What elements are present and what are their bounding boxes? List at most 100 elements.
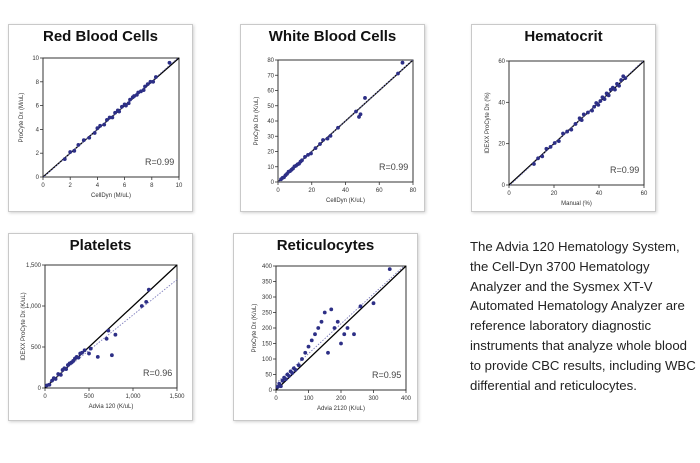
data-point: [283, 377, 288, 382]
data-point: [303, 155, 307, 159]
x-tick-label: 0: [274, 396, 278, 402]
data-point: [92, 131, 97, 135]
data-point: [139, 304, 144, 308]
x-tick-label: 10: [176, 183, 183, 189]
data-point: [296, 363, 301, 368]
data-point: [579, 118, 584, 123]
data-point: [148, 79, 153, 84]
data-point: [322, 310, 327, 315]
data-point: [544, 146, 549, 151]
data-point: [613, 87, 617, 92]
data-point: [72, 148, 77, 153]
data-point: [151, 79, 156, 84]
data-point: [102, 122, 107, 127]
y-axis-label: ProCyte Dx (K/uL): [254, 97, 260, 146]
scatter-plot-reticulocytes: 0 100 200 300 400 0 50 100 150 200 250 300 350 400 Adv…: [252, 264, 412, 412]
y-tick-label: 30: [267, 134, 274, 140]
data-point: [313, 146, 318, 151]
data-point: [617, 83, 621, 88]
y-tick-label: 150: [262, 342, 273, 348]
chart-title: Reticulocytes: [276, 237, 375, 254]
y-tick-label: 20: [498, 142, 505, 148]
scatter-plot-white-blood-cells: 0 20 40 60 80 0 10 20 30 40 50 60 70 80 CellDyn (K/uL)…: [254, 58, 417, 204]
y-tick-label: 500: [31, 345, 42, 351]
x-axis-label: Manual (%): [561, 201, 592, 207]
y-tick-label: 60: [498, 59, 505, 65]
y-tick-label: 1,000: [26, 304, 42, 310]
x-tick-label: 80: [410, 188, 417, 194]
y-axis-label: ProCyte Dx (M/uL): [19, 93, 25, 143]
data-point: [82, 348, 87, 353]
data-point: [124, 103, 128, 108]
data-point: [275, 385, 280, 389]
data-point: [358, 304, 363, 309]
x-axis-label: CellDyn (M/uL): [91, 193, 131, 199]
data-point: [117, 109, 122, 114]
data-point: [358, 112, 363, 117]
x-tick-label: 8: [150, 183, 154, 189]
x-tick-label: 0: [276, 188, 280, 194]
data-point: [396, 71, 400, 76]
data-point: [540, 154, 545, 159]
data-point: [352, 332, 356, 337]
scatter-plot-hematocrit: 0 20 40 60 0 20 40 60 Manual (%) IDEXX ProCyte Dx…: [485, 59, 648, 207]
y-tick-label: 0: [36, 175, 40, 181]
data-point: [303, 350, 308, 355]
data-point: [81, 138, 86, 143]
data-point: [76, 142, 81, 147]
data-point: [95, 126, 100, 131]
data-point: [143, 84, 147, 89]
chart-title: Hematocrit: [524, 28, 603, 45]
description-text: The Advia 120 Hematology System, the Cel…: [470, 239, 696, 393]
x-tick-label: 500: [84, 394, 95, 400]
data-point: [145, 82, 150, 87]
data-point: [316, 326, 321, 330]
data-point: [345, 326, 350, 330]
y-tick-label: 100: [262, 357, 273, 363]
y-tick-label: 0: [502, 183, 506, 189]
y-axis-label: IDEXX ProCyte Dx (K/uL): [21, 292, 27, 360]
chart-title: White Blood Cells: [268, 28, 397, 45]
data-point: [556, 139, 561, 144]
chart-panel-hematocrit: Hematocrit 0 20 40 60 0 20 40 60 Manual (%) IDEXX…: [471, 24, 656, 212]
y-tick-label: 40: [267, 119, 274, 125]
y-tick-label: 400: [262, 264, 273, 270]
data-point: [53, 377, 58, 381]
data-point: [306, 344, 311, 349]
data-point: [98, 123, 103, 128]
y-tick-label: 50: [265, 373, 272, 379]
data-point: [88, 346, 93, 351]
data-point: [573, 122, 578, 126]
data-point: [280, 378, 285, 383]
data-point: [104, 336, 109, 341]
y-tick-label: 60: [267, 89, 274, 95]
data-point: [565, 129, 570, 134]
data-point: [342, 332, 347, 337]
correlation-label: R=0.99: [145, 157, 174, 167]
data-point: [371, 301, 376, 306]
data-point: [339, 341, 343, 346]
data-point: [76, 355, 81, 360]
x-tick-label: 60: [641, 191, 648, 197]
data-point: [110, 115, 115, 120]
y-tick-label: 40: [498, 100, 505, 106]
chart-panel-platelets: Platelets 0 500 1,000 1,500 0 500 1,000 1,500 Ad…: [8, 233, 193, 421]
data-point: [278, 384, 283, 389]
x-tick-label: 1,000: [125, 394, 141, 400]
data-point: [306, 152, 310, 157]
correlation-label: R=0.99: [379, 162, 408, 172]
chart-panel-red-blood-cells: Red Blood Cells 0 2 4 6 8 10 0 2 4 6 8 10 CellDyn (M…: [8, 24, 193, 212]
data-point: [586, 110, 590, 115]
data-point: [106, 328, 111, 333]
data-point: [619, 78, 624, 82]
y-tick-label: 200: [262, 326, 273, 332]
x-tick-label: 6: [123, 183, 127, 189]
chart-panel-reticulocytes: Reticulocytes 0 100 200 300 400 0 50 100 150 200 2…: [233, 233, 418, 421]
data-point: [328, 134, 333, 138]
data-point: [105, 117, 109, 122]
x-tick-label: 40: [342, 188, 349, 194]
data-point: [332, 326, 337, 330]
x-axis-label: Advia 120 (K/uL): [89, 404, 134, 410]
data-point: [623, 76, 628, 81]
data-point: [309, 338, 314, 343]
